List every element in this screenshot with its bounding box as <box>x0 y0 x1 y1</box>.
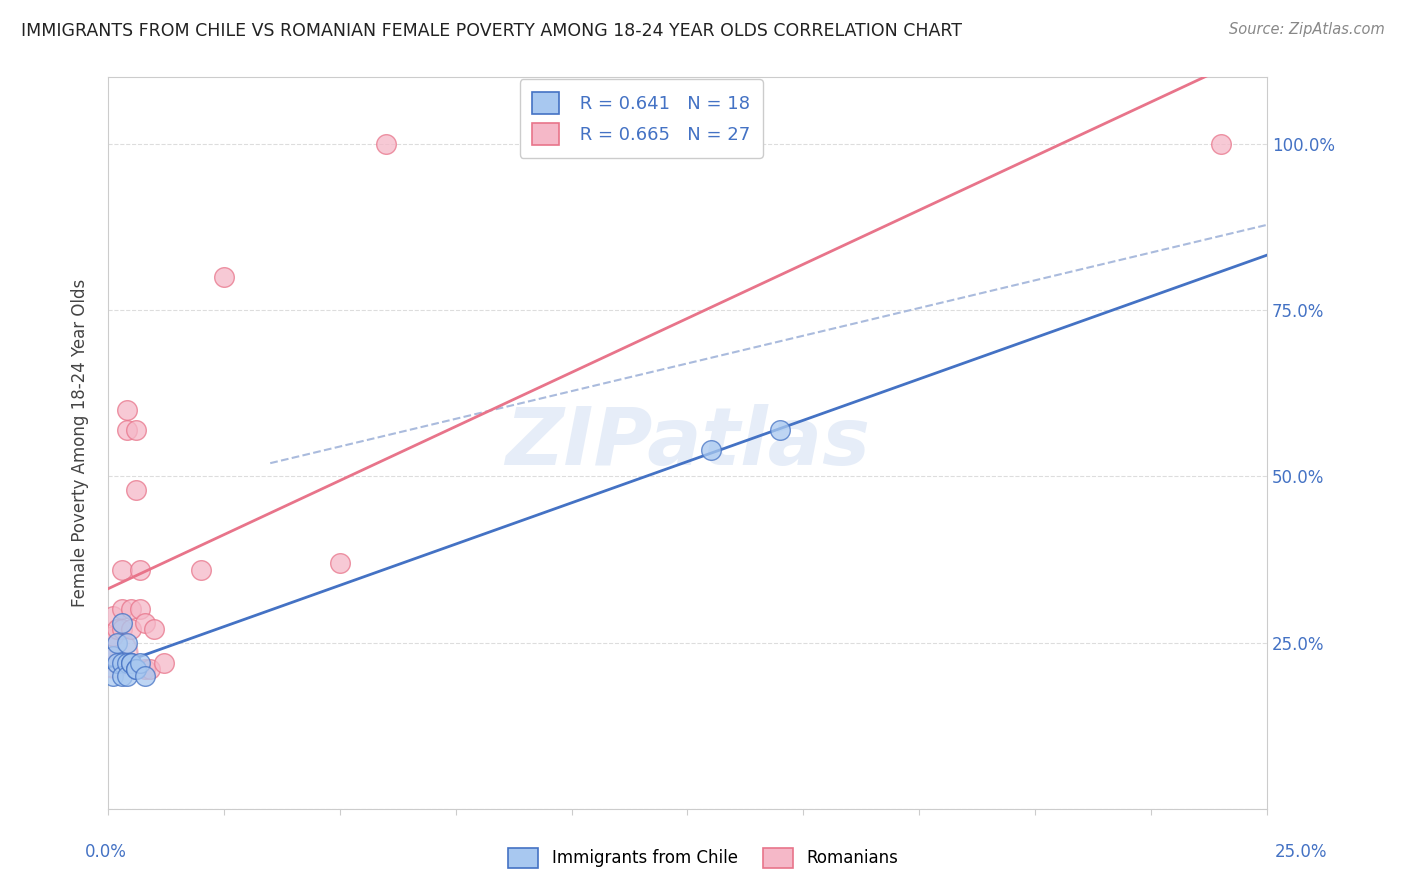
Point <box>129 563 152 577</box>
Point <box>190 563 212 577</box>
Text: Source: ZipAtlas.com: Source: ZipAtlas.com <box>1229 22 1385 37</box>
Point <box>120 623 142 637</box>
Point <box>101 646 124 660</box>
Point <box>120 656 142 670</box>
Text: 25.0%: 25.0% <box>1274 843 1327 861</box>
Point <box>125 662 148 676</box>
Point <box>111 656 134 670</box>
Point <box>105 656 128 670</box>
Point <box>125 423 148 437</box>
Point <box>129 656 152 670</box>
Point <box>101 648 124 663</box>
Point <box>1209 136 1232 151</box>
Point <box>212 269 235 284</box>
Point <box>134 669 156 683</box>
Point <box>115 403 138 417</box>
Point <box>115 669 138 683</box>
Point <box>120 656 142 670</box>
Point <box>101 648 124 663</box>
Point <box>105 623 128 637</box>
Point <box>105 656 128 670</box>
Point <box>115 636 138 650</box>
Point <box>129 602 152 616</box>
Y-axis label: Female Poverty Among 18-24 Year Olds: Female Poverty Among 18-24 Year Olds <box>72 279 89 607</box>
Point <box>143 623 166 637</box>
Point <box>115 423 138 437</box>
Text: 0.0%: 0.0% <box>84 843 127 861</box>
Point <box>134 662 156 676</box>
Point <box>111 623 134 637</box>
Point <box>105 636 128 650</box>
Point <box>769 423 792 437</box>
Point <box>329 556 352 570</box>
Point <box>699 442 721 457</box>
Legend: Immigrants from Chile, Romanians: Immigrants from Chile, Romanians <box>502 841 904 875</box>
Point <box>120 602 142 616</box>
Point <box>101 629 124 643</box>
Point <box>125 483 148 497</box>
Point <box>125 662 148 676</box>
Point <box>111 563 134 577</box>
Point <box>152 656 174 670</box>
Point <box>375 136 398 151</box>
Point <box>111 615 134 630</box>
Text: IMMIGRANTS FROM CHILE VS ROMANIAN FEMALE POVERTY AMONG 18-24 YEAR OLDS CORRELATI: IMMIGRANTS FROM CHILE VS ROMANIAN FEMALE… <box>21 22 962 40</box>
Legend:  R = 0.641   N = 18,  R = 0.665   N = 27: R = 0.641 N = 18, R = 0.665 N = 27 <box>520 79 762 158</box>
Point <box>115 656 138 670</box>
Point <box>138 662 160 676</box>
Point <box>101 609 124 624</box>
Point <box>101 669 124 683</box>
Point <box>120 656 142 670</box>
Text: ZIPatlas: ZIPatlas <box>505 404 870 483</box>
Point <box>111 669 134 683</box>
Point <box>134 615 156 630</box>
Point <box>111 602 134 616</box>
